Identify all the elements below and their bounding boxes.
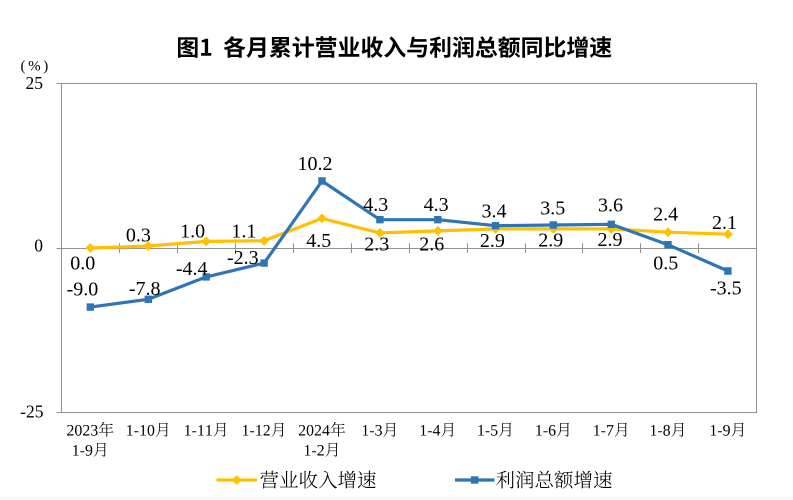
svg-text:0: 0 [34, 235, 43, 255]
svg-text:-9.0: -9.0 [67, 279, 99, 301]
svg-text:1.1: 1.1 [231, 221, 256, 243]
svg-text:-2.3: -2.3 [227, 247, 259, 269]
svg-text:-4.4: -4.4 [176, 258, 208, 280]
svg-text:2.9: 2.9 [480, 230, 505, 252]
svg-text:3.5: 3.5 [540, 198, 565, 220]
svg-text:-25: -25 [20, 402, 44, 422]
svg-text:-3.5: -3.5 [710, 278, 742, 300]
svg-text:0.3: 0.3 [126, 225, 151, 247]
svg-text:2.9: 2.9 [538, 230, 563, 252]
svg-text:2.3: 2.3 [364, 234, 389, 256]
svg-text:25: 25 [26, 73, 44, 93]
svg-text:4.5: 4.5 [306, 230, 331, 252]
svg-text:2.1: 2.1 [712, 212, 737, 234]
svg-text:2.4: 2.4 [653, 203, 678, 225]
svg-text:10.2: 10.2 [298, 153, 333, 175]
svg-text:3.6: 3.6 [598, 195, 623, 217]
svg-text:(%): (%) [21, 58, 51, 74]
svg-text:0.5: 0.5 [653, 253, 678, 275]
svg-text:2.6: 2.6 [419, 233, 444, 255]
svg-text:4.3: 4.3 [424, 194, 449, 216]
svg-text:-7.8: -7.8 [129, 278, 161, 300]
svg-text:2.9: 2.9 [598, 229, 623, 251]
svg-text:4.3: 4.3 [363, 194, 388, 216]
svg-text:0.0: 0.0 [70, 253, 95, 275]
svg-text:1.0: 1.0 [180, 221, 205, 243]
svg-text:3.4: 3.4 [482, 201, 507, 223]
